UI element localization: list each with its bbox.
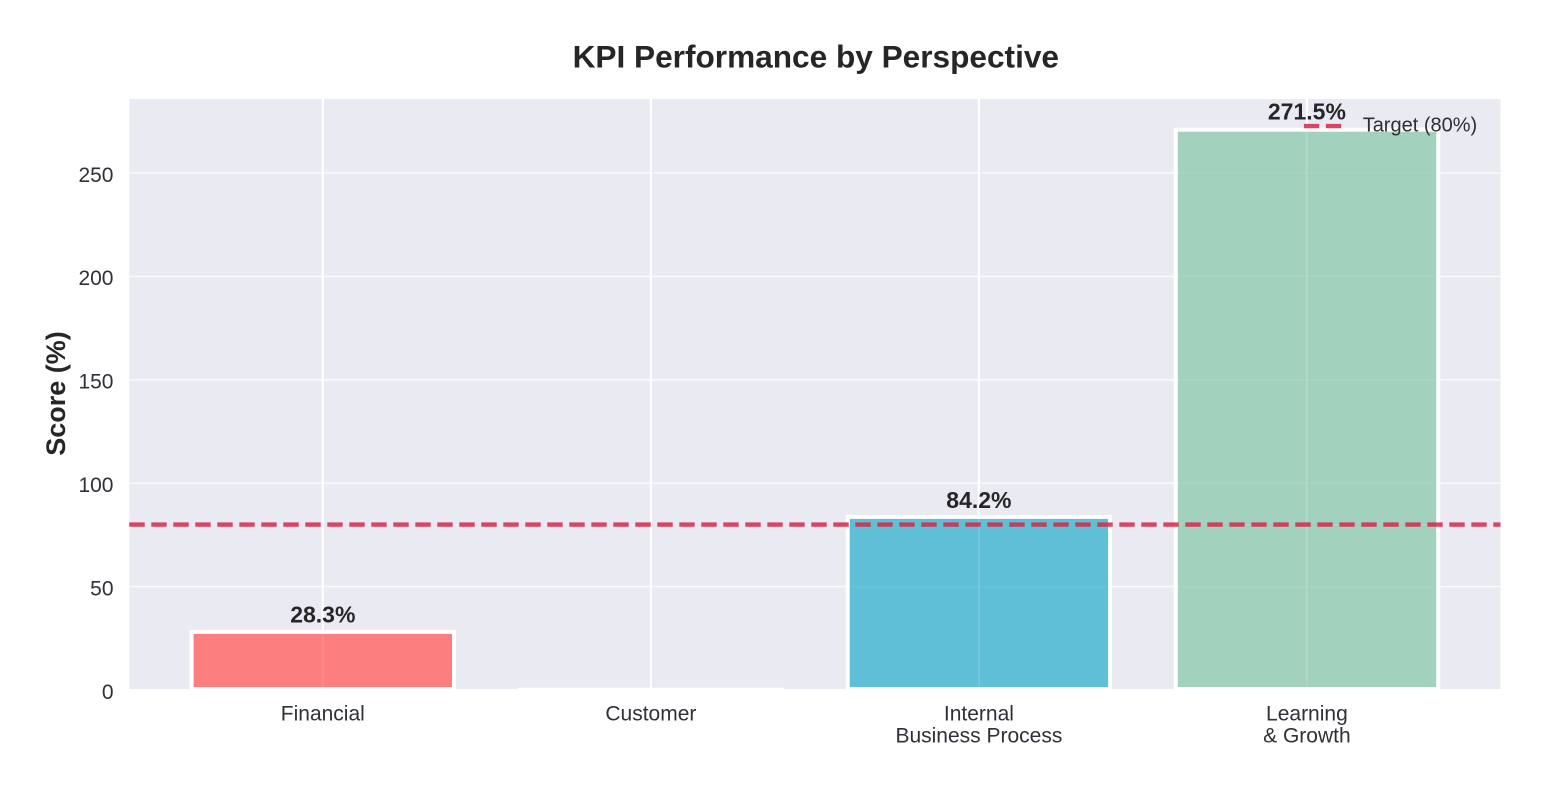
svg-text:50: 50 [90,577,113,600]
svg-text:Internal: Internal [944,703,1014,726]
svg-text:28.3%: 28.3% [290,602,355,628]
svg-text:271.5%: 271.5% [1268,99,1346,125]
svg-text:200: 200 [78,267,113,290]
svg-text:100: 100 [78,474,113,497]
svg-text:0: 0 [102,681,114,704]
svg-text:Customer: Customer [605,703,696,726]
svg-text:Business Process: Business Process [895,725,1062,748]
svg-text:Financial: Financial [281,703,365,726]
svg-text:& Growth: & Growth [1263,725,1351,748]
svg-text:Target (80%): Target (80%) [1363,114,1478,136]
svg-text:84.2%: 84.2% [946,487,1011,513]
svg-text:150: 150 [78,371,113,394]
svg-text:250: 250 [78,164,113,187]
svg-text:Learning: Learning [1266,703,1348,726]
svg-text:Score (%): Score (%) [41,331,71,456]
svg-text:KPI Performance by Perspective: KPI Performance by Perspective [573,39,1059,75]
